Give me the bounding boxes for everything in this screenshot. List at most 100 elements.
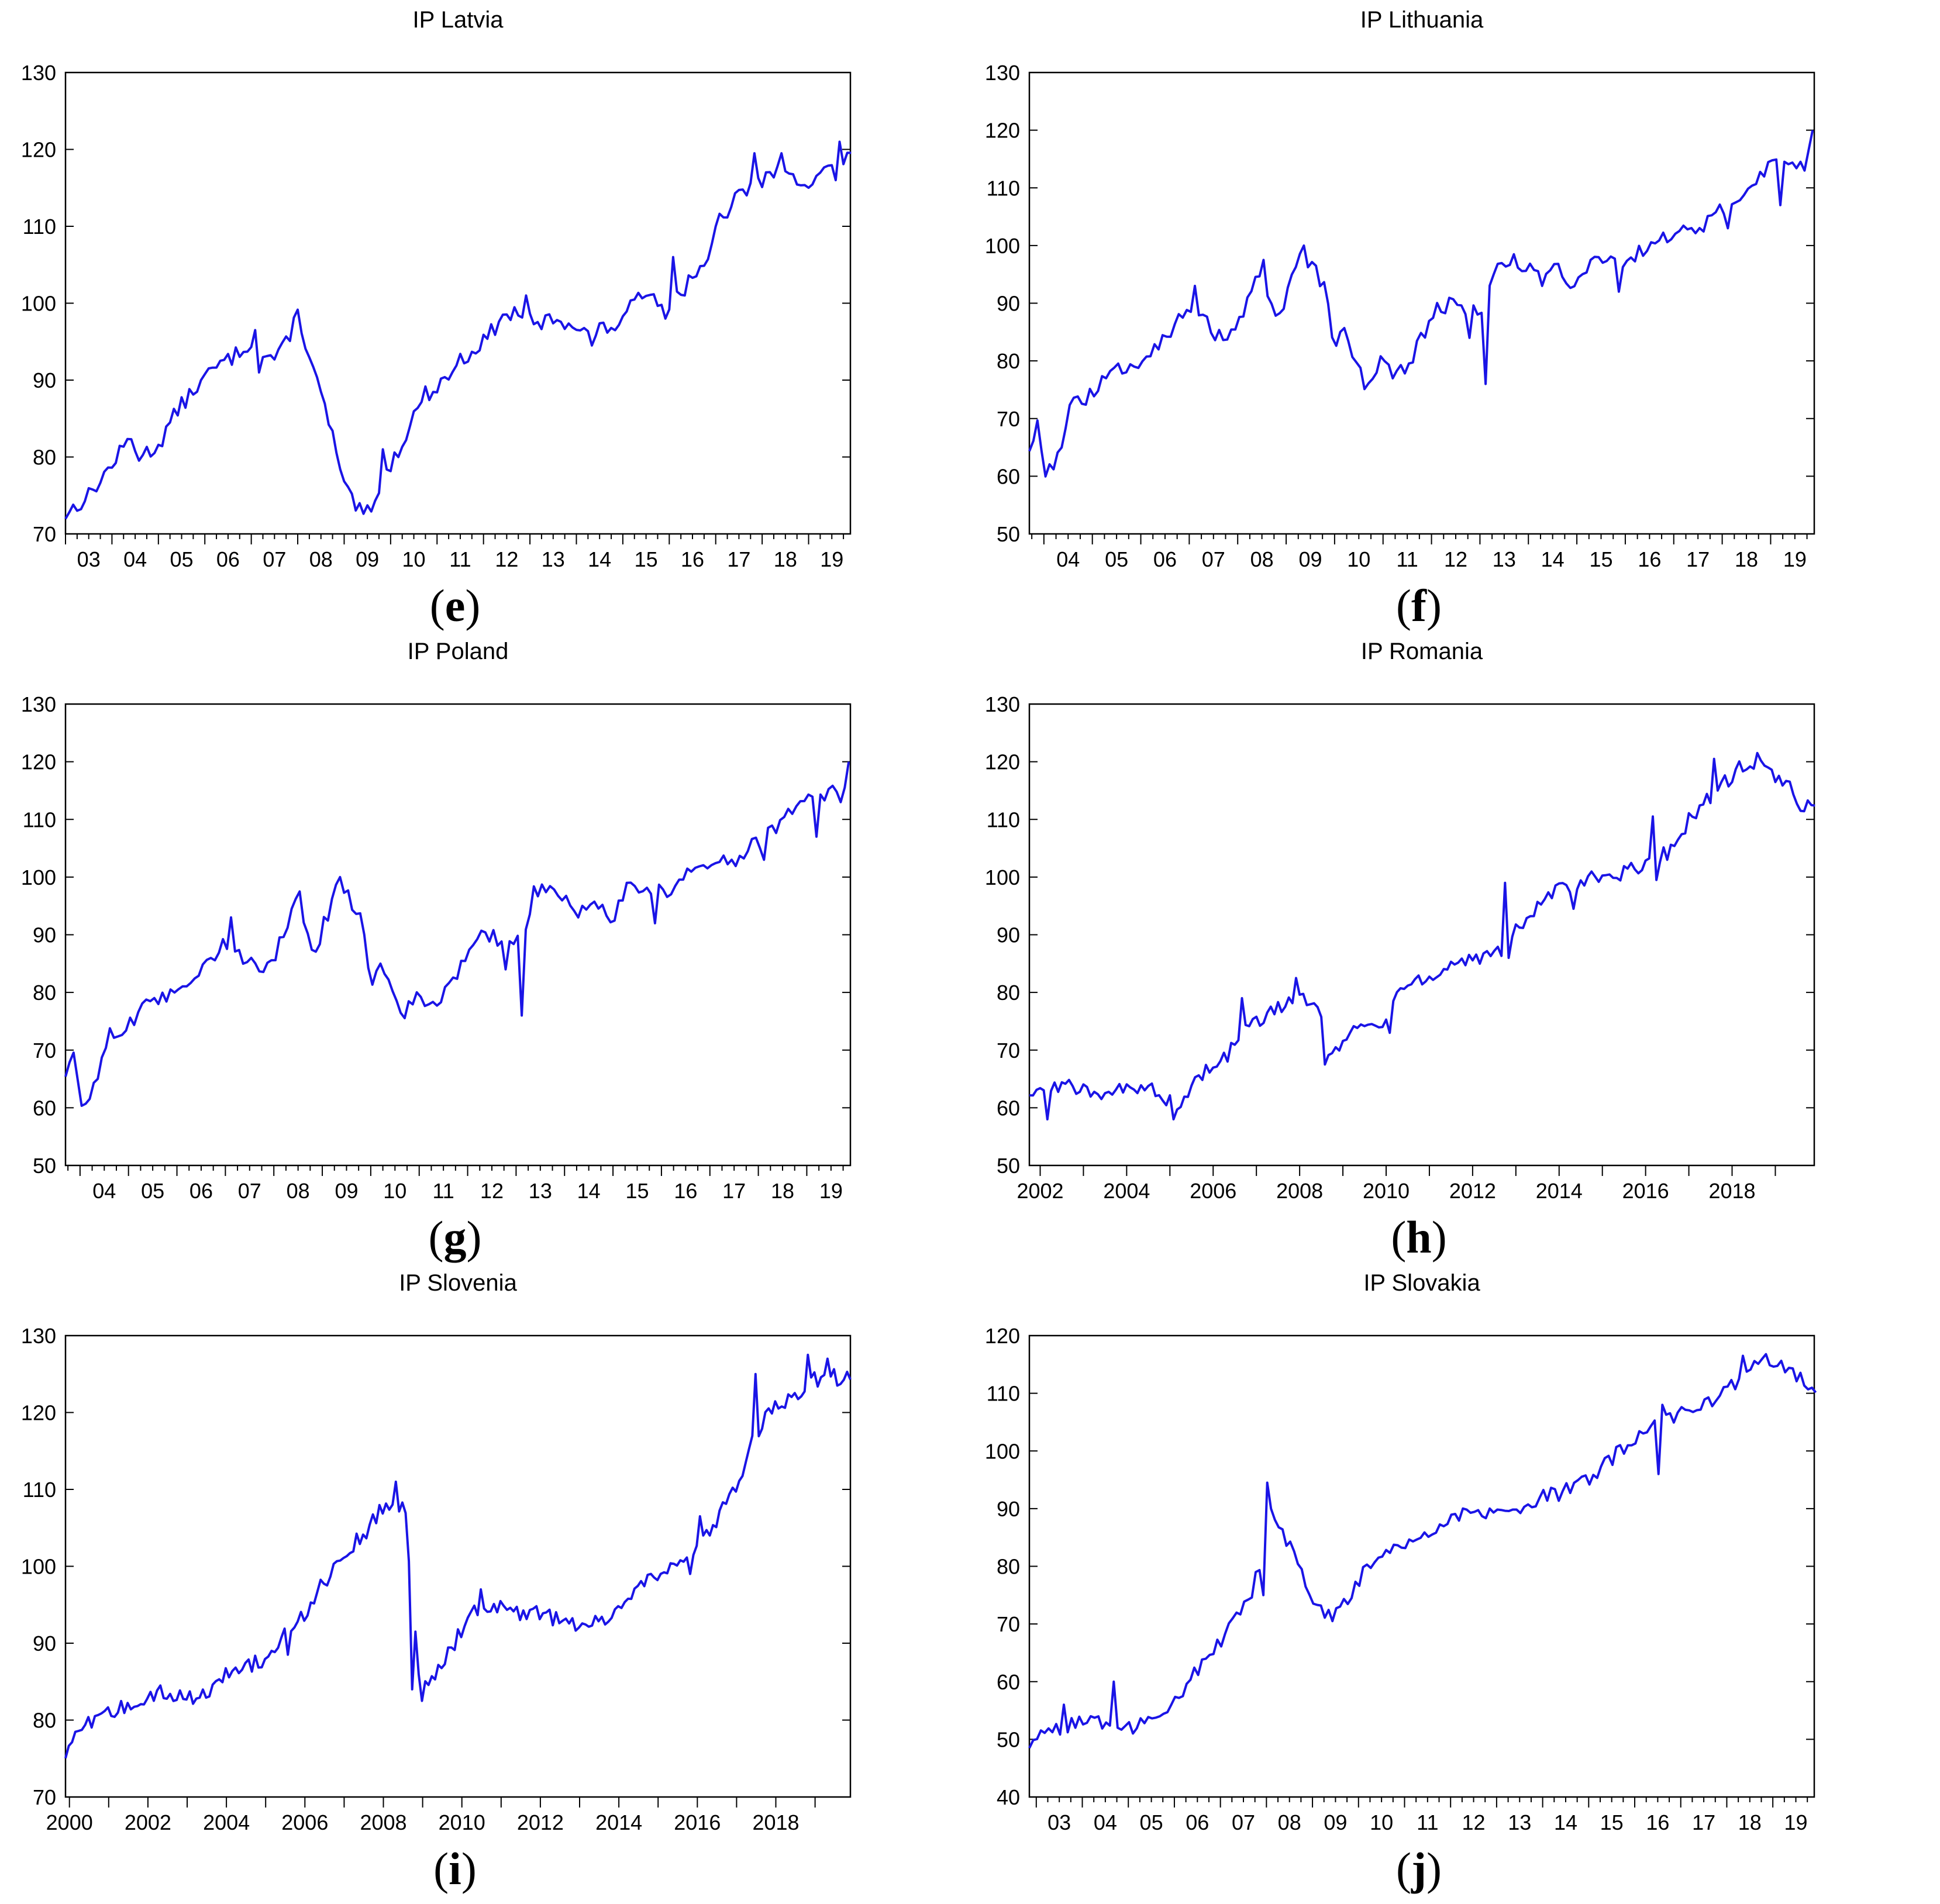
x-tick-label: 11 [432,1179,454,1203]
x-tick-label: 08 [1278,1810,1301,1834]
chart-title: IP Latvia [413,7,504,33]
x-tick-label: 12 [495,547,518,571]
x-tick-label: 07 [1202,547,1225,571]
panel-label: (f) [1396,580,1442,631]
chart-title: IP Lithuania [1360,7,1484,33]
x-tick-label: 2014 [1536,1179,1583,1203]
y-tick-label: 50 [997,1727,1020,1751]
x-tick-label: 2018 [752,1810,799,1834]
x-tick-label: 15 [1589,547,1612,571]
x-tick-label: 11 [1417,1810,1438,1834]
y-tick-label: 120 [985,1324,1020,1348]
x-tick-label: 03 [77,547,101,571]
x-tick-label: 04 [1094,1810,1117,1834]
plot-frame [1028,703,1815,1167]
x-tick-label: 15 [635,547,658,571]
x-tick-label: 15 [625,1179,649,1203]
chart-svg-h: IP Romania 50 60 70 80 90 100 110 120 130 2002 2004… [985,639,1815,1263]
panel-label: (e) [430,580,481,631]
x-tick-label: 19 [820,547,843,571]
x-tick-label: 2012 [517,1810,564,1834]
x-tick-label: 13 [1508,1810,1531,1834]
x-tick-label: 06 [1186,1810,1209,1834]
y-tick-label: 80 [997,349,1020,373]
x-tick-label: 08 [309,547,333,571]
chart-title: IP Romania [1361,639,1483,664]
y-tick-label: 60 [997,1670,1020,1694]
chart-panel-i: IP Slovenia 70 80 90 100 110 120 130 2000 2002 200… [12,1263,977,1898]
y-tick-label: 50 [997,1154,1020,1178]
y-tick-label: 70 [33,522,56,546]
y-tick-label: 60 [997,464,1020,488]
x-tick-label: 06 [216,547,240,571]
x-tick-label: 07 [263,547,286,571]
x-tick-label: 2008 [1276,1179,1323,1203]
x-tick-label: 18 [774,547,797,571]
y-tick-label: 50 [33,1154,56,1178]
x-tick-label: 10 [1347,547,1370,571]
panel-label: (i) [433,1843,477,1894]
y-tick-label: 130 [21,1324,56,1348]
y-tick-label: 130 [985,692,1020,716]
x-tick-label: 15 [1600,1810,1624,1834]
x-tick-label: 17 [1692,1810,1715,1834]
chart-panel-j: IP Slovakia 40 50 60 70 80 90 100 110 120 03 04 05 06… [976,1263,1940,1898]
y-tick-label: 60 [997,1096,1020,1120]
panel-label: (j) [1396,1843,1442,1894]
x-tick-label: 12 [1444,547,1467,571]
y-tick-label: 130 [985,61,1020,85]
y-tick-label: 70 [997,1612,1020,1636]
x-tick-label: 16 [674,1179,697,1203]
chart-panel-f: IP Lithuania 50 60 70 80 90 100 110 120 130 04 05 06… [976,0,1940,634]
series-line-h [1029,751,1815,1121]
x-tick-label: 07 [1232,1810,1255,1834]
chart-svg-j: IP Slovakia 40 50 60 70 80 90 100 110 120 03 04 05 06… [985,1270,1817,1894]
y-tick-label: 80 [33,981,56,1005]
x-tick-label: 11 [1396,547,1418,571]
y-tick-label: 90 [33,923,56,947]
x-tick-label: 10 [383,1179,406,1203]
y-tick-label: 110 [987,176,1020,200]
x-tick-label: 05 [1105,547,1128,571]
x-tick-label: 09 [356,547,379,571]
x-tick-label: 07 [238,1179,261,1203]
x-tick-label: 2002 [125,1810,171,1834]
x-tick-label: 06 [189,1179,213,1203]
x-tick-label: 2004 [1103,1179,1150,1203]
series-line-j [1028,1353,1817,1749]
x-tick-label: 19 [819,1179,843,1203]
x-tick-label: 2002 [1016,1179,1063,1203]
panel-letter: e [445,580,466,631]
x-tick-label: 2000 [46,1810,93,1834]
chart-panel-e: IP Latvia 70 80 90 100 110 120 130 03 04 05 06 07 08 0… [12,0,977,634]
x-tick-label: 10 [402,547,426,571]
x-tick-label: 18 [771,1179,794,1203]
y-tick-label: 100 [985,234,1020,258]
x-tick-label: 18 [1738,1810,1762,1834]
chart-svg-i: IP Slovenia 70 80 90 100 110 120 130 2000 2002 200… [21,1270,852,1894]
y-tick-label: 70 [997,407,1020,431]
x-tick-label: 10 [1370,1810,1393,1834]
y-tick-label: 70 [33,1039,56,1063]
y-tick-label: 80 [997,981,1020,1005]
x-tick-label: 11 [449,547,471,571]
x-tick-label: 14 [1541,547,1565,571]
panel-letter: f [1411,580,1427,631]
x-tick-label: 19 [1784,1810,1807,1834]
x-tick-label: 16 [1646,1810,1669,1834]
chart-svg-f: IP Lithuania 50 60 70 80 90 100 110 120 130 04 05 06… [985,7,1815,631]
chart-svg-g: IP Poland 50 60 70 80 90 100 110 120 130 04 05 06 07 0… [21,639,852,1263]
y-tick-label: 120 [985,750,1020,774]
x-tick-label: 16 [681,547,704,571]
x-tick-label: 04 [92,1179,116,1203]
x-tick-label: 13 [529,1179,552,1203]
y-tick-label: 120 [21,138,56,162]
x-tick-label: 2010 [1363,1179,1410,1203]
y-tick-label: 40 [997,1785,1020,1809]
y-tick-label: 80 [33,1709,56,1733]
series-line-e [64,140,852,520]
y-tick-label: 90 [33,368,56,392]
x-tick-label: 14 [1554,1810,1577,1834]
y-tick-label: 120 [985,119,1020,143]
